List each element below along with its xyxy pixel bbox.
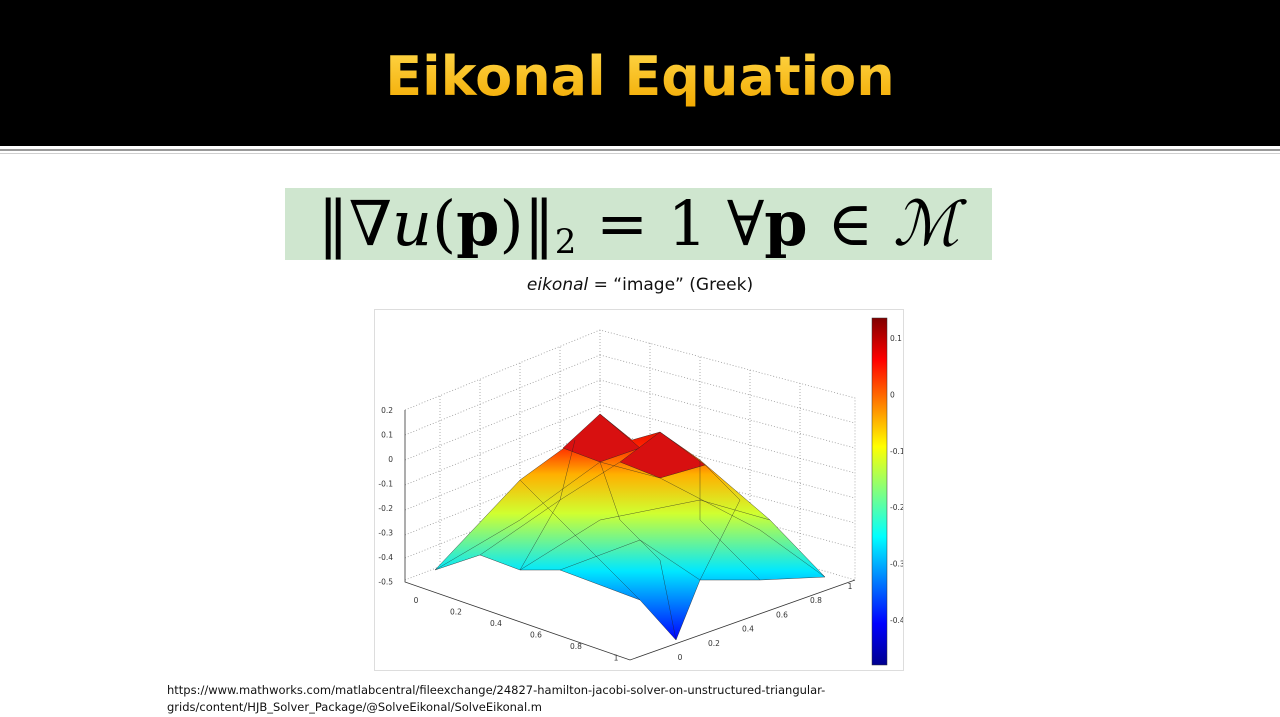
y-tick-label: 0.8: [810, 596, 822, 605]
eq-part: p: [456, 188, 500, 260]
caption-italic: eikonal: [526, 275, 589, 295]
eq-part: ‖∇: [317, 188, 393, 260]
figure: 0.2 0.1 0 -0.1 -0.2 -0.3 -0.4 -0.5 0 0.2 0.4 0.6 0.8…: [374, 309, 905, 671]
z-tick-label: 0: [388, 455, 393, 464]
eq-part: 2: [554, 222, 577, 260]
equation: ‖∇u(p)‖2 = 1 ∀p ∈ ℳ: [285, 188, 992, 260]
eq-part: (: [431, 188, 457, 260]
header-bar: Eikonal Equation: [0, 0, 1280, 146]
colorbar-tick-label: 0: [890, 390, 895, 399]
eq-part: = 1 ∀: [576, 188, 765, 260]
colorbar-tick-label: -0.3: [890, 560, 903, 569]
colorbar-tick-label: -0.1: [890, 447, 903, 456]
y-tick-label: 0.4: [742, 625, 754, 634]
x-tick-label: 0.8: [570, 642, 582, 651]
z-tick-label: -0.5: [378, 578, 393, 587]
x-tick-label: 0: [414, 596, 419, 605]
divider: [0, 153, 1280, 154]
x-tick-label: 0.2: [450, 608, 462, 617]
colorbar-tick-label: 0.1: [890, 334, 902, 343]
divider: [0, 149, 1280, 151]
colorbar: [871, 317, 888, 666]
caption-text: = “image” (Greek): [588, 275, 754, 295]
source-note: https://www.mathworks.com/matlabcentral/…: [167, 682, 825, 716]
axis-lines: [404, 410, 856, 661]
y-tick-label: 1: [848, 582, 853, 591]
caption: eikonal = “image” (Greek): [0, 275, 1280, 295]
y-tick-label: 0.2: [708, 639, 720, 648]
eq-part: )‖: [499, 188, 555, 260]
z-tick-label: -0.2: [378, 504, 393, 513]
surface: [434, 413, 826, 641]
z-tick-label: 0.1: [381, 431, 393, 440]
z-tick-label: -0.1: [378, 480, 393, 489]
eq-part: ℳ: [892, 188, 960, 260]
z-tick-label: 0.2: [381, 406, 393, 415]
eq-part: u: [392, 188, 432, 260]
z-tick-label: -0.4: [378, 553, 393, 562]
y-tick-label: 0.6: [776, 610, 788, 619]
colorbar-tick-label: -0.2: [890, 503, 903, 512]
source-line: https://www.mathworks.com/matlabcentral/…: [167, 683, 826, 697]
x-tick-label: 0.6: [530, 631, 542, 640]
eq-part: p: [764, 188, 808, 260]
x-tick-label: 1: [614, 654, 619, 663]
eq-part: ∈: [807, 188, 893, 260]
x-tick-label: 0.4: [490, 619, 502, 628]
colorbar-tick-label: -0.4: [890, 616, 903, 625]
slide-title: Eikonal Equation: [0, 45, 1280, 108]
z-tick-label: -0.3: [378, 529, 393, 538]
plot: 0.2 0.1 0 -0.1 -0.2 -0.3 -0.4 -0.5 0 0.2 0.4 0.6 0.8…: [378, 317, 905, 666]
source-line: grids/content/HJB_Solver_Package/@SolveE…: [167, 700, 543, 714]
y-tick-label: 0: [678, 653, 683, 662]
